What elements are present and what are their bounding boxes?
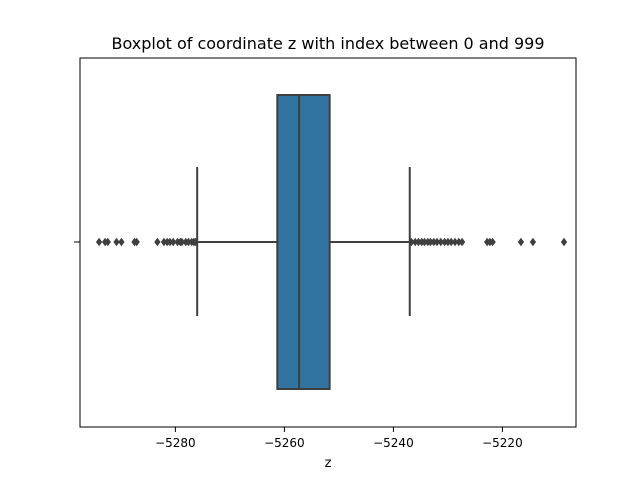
boxplot bbox=[196, 94, 411, 390]
outlier-point bbox=[104, 237, 111, 247]
outlier-point bbox=[448, 237, 455, 247]
x-tick-label: −5220 bbox=[482, 436, 523, 450]
outlier-point bbox=[421, 237, 428, 247]
outlier-point bbox=[118, 237, 125, 247]
outlier-point bbox=[437, 237, 444, 247]
outlier-point bbox=[451, 237, 459, 247]
outlier-point bbox=[160, 237, 168, 247]
outlier-point bbox=[455, 237, 462, 247]
outlier-point bbox=[430, 237, 437, 247]
outlier-point bbox=[415, 237, 422, 247]
outlier-point bbox=[458, 237, 466, 247]
outlier-point bbox=[185, 237, 192, 247]
outlier-point bbox=[170, 237, 177, 247]
outlier-point bbox=[433, 237, 441, 247]
outlier-point bbox=[192, 237, 199, 247]
outlier-point bbox=[133, 237, 140, 247]
outlier-points bbox=[95, 237, 568, 247]
outlier-point bbox=[560, 237, 568, 247]
outlier-point bbox=[517, 237, 525, 247]
x-axis-label: z bbox=[325, 456, 332, 471]
x-tick-label: −5260 bbox=[264, 436, 305, 450]
outlier-point bbox=[529, 237, 537, 247]
x-tick-label: −5280 bbox=[155, 436, 196, 450]
x-axis: −5280 −5260 −5240 −5220 bbox=[155, 427, 523, 450]
outlier-point bbox=[489, 237, 496, 247]
outlier-point bbox=[441, 237, 448, 247]
chart-title: Boxplot of coordinate z with index betwe… bbox=[111, 34, 544, 53]
outlier-point bbox=[412, 237, 419, 247]
outlier-point bbox=[95, 237, 103, 247]
x-tick-label: −5240 bbox=[373, 436, 414, 450]
outlier-point bbox=[113, 237, 120, 247]
outlier-point bbox=[427, 237, 434, 247]
interquartile-box bbox=[276, 94, 331, 390]
outlier-point bbox=[154, 237, 161, 247]
outlier-point bbox=[178, 237, 186, 247]
outlier-point bbox=[166, 237, 174, 247]
outlier-point bbox=[408, 237, 415, 247]
outlier-point bbox=[444, 237, 452, 247]
